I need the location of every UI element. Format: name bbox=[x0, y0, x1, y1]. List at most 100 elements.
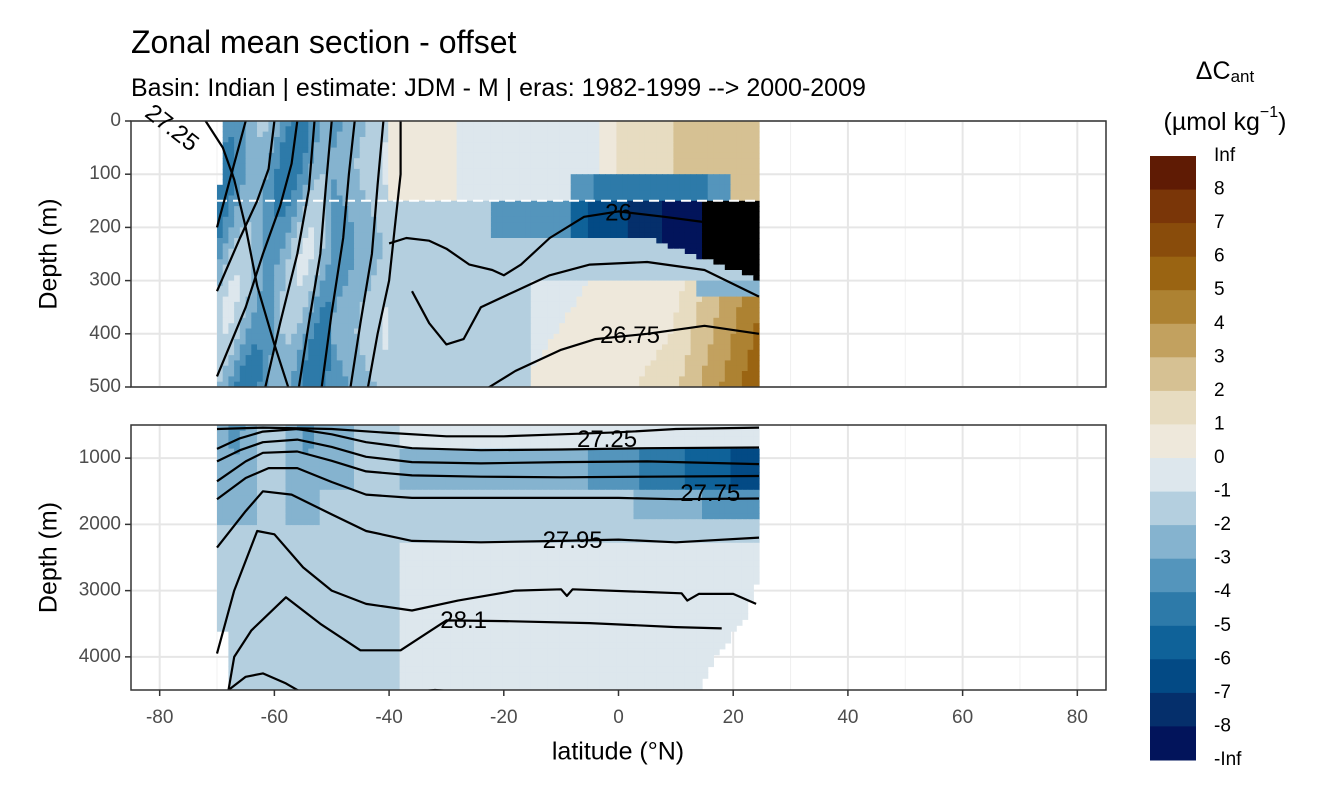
heatmap-cell bbox=[302, 360, 309, 367]
heatmap-cell bbox=[450, 275, 458, 282]
heatmap-cell bbox=[376, 259, 384, 266]
heatmap-cell bbox=[679, 200, 686, 207]
heatmap-cell bbox=[291, 328, 298, 335]
heatmap-cell bbox=[405, 317, 412, 324]
heatmap-cell bbox=[553, 355, 560, 361]
heatmap-cell bbox=[371, 200, 378, 207]
heatmap-cell bbox=[587, 147, 595, 154]
heatmap-cell bbox=[702, 131, 709, 138]
heatmap-cell bbox=[336, 328, 344, 335]
heatmap-cell bbox=[576, 296, 583, 303]
heatmap-cell bbox=[684, 206, 692, 212]
heatmap-cell bbox=[365, 243, 372, 250]
heatmap-cell bbox=[696, 333, 703, 340]
heatmap-cell bbox=[462, 360, 469, 367]
heatmap-cell bbox=[319, 195, 326, 202]
heatmap-cell bbox=[217, 333, 224, 340]
heatmap-cell bbox=[502, 174, 509, 181]
heatmap-cell bbox=[747, 328, 754, 335]
heatmap-cell bbox=[439, 195, 446, 202]
heatmap-cell bbox=[433, 179, 441, 186]
heatmap-cell bbox=[473, 126, 481, 133]
heatmap-cell bbox=[479, 158, 486, 165]
heatmap-cell bbox=[673, 328, 680, 335]
heatmap-cell bbox=[679, 280, 686, 287]
heatmap-cell bbox=[468, 147, 475, 154]
heatmap-cell bbox=[627, 248, 635, 255]
heatmap-cell bbox=[639, 349, 646, 356]
heatmap-cell bbox=[542, 270, 549, 276]
heatmap-cell bbox=[399, 280, 406, 287]
heatmap-cell bbox=[570, 179, 577, 186]
heatmap-cell bbox=[747, 307, 754, 314]
heatmap-cell bbox=[508, 254, 515, 260]
heatmap-cell bbox=[702, 296, 709, 303]
heatmap-cell bbox=[696, 126, 703, 133]
heatmap-cell bbox=[713, 184, 720, 191]
heatmap-cell bbox=[639, 365, 646, 372]
heatmap-cell bbox=[222, 137, 229, 143]
heatmap-cell bbox=[228, 333, 235, 340]
heatmap-cell bbox=[348, 222, 355, 228]
heatmap-cell bbox=[485, 360, 492, 367]
heatmap-cell bbox=[359, 264, 366, 271]
heatmap-cell bbox=[405, 147, 412, 154]
heatmap-cell bbox=[251, 142, 258, 149]
heatmap-cell bbox=[274, 158, 281, 165]
heatmap-cell bbox=[582, 355, 589, 361]
heatmap-cell bbox=[525, 365, 532, 372]
heatmap-cell bbox=[291, 291, 298, 298]
heatmap-cell bbox=[274, 184, 281, 191]
heatmap-cell bbox=[696, 360, 703, 367]
heatmap-cell bbox=[684, 339, 692, 345]
heatmap-cell bbox=[228, 275, 235, 282]
heatmap-cell bbox=[228, 344, 235, 351]
heatmap-cell bbox=[616, 121, 623, 127]
heatmap-cell bbox=[593, 248, 600, 255]
heatmap-cell bbox=[308, 360, 315, 367]
heatmap-cell bbox=[411, 200, 418, 207]
heatmap-cell bbox=[462, 142, 469, 149]
heatmap-cell bbox=[547, 349, 555, 356]
heatmap-cell bbox=[302, 158, 309, 165]
heatmap-cell bbox=[593, 168, 600, 175]
heatmap-cell bbox=[302, 430, 309, 438]
heatmap-cell bbox=[388, 275, 395, 282]
heatmap-cell bbox=[456, 174, 463, 181]
heatmap-cell bbox=[605, 371, 612, 377]
heatmap-cell bbox=[702, 190, 709, 197]
heatmap-cell bbox=[382, 206, 389, 212]
heatmap-cell bbox=[382, 270, 389, 276]
heatmap-cell bbox=[376, 174, 384, 181]
heatmap-cell bbox=[245, 232, 252, 239]
heatmap-cell bbox=[582, 126, 589, 133]
heatmap-cell bbox=[741, 270, 749, 276]
heatmap-cell bbox=[342, 323, 349, 330]
heatmap-cell bbox=[342, 381, 349, 387]
heatmap-cell bbox=[217, 381, 224, 387]
heatmap-cell bbox=[599, 126, 606, 133]
heatmap-cell bbox=[616, 216, 623, 223]
heatmap-cell bbox=[490, 121, 498, 127]
heatmap-cell bbox=[644, 360, 652, 367]
heatmap-cell bbox=[684, 147, 692, 154]
heatmap-cell bbox=[365, 296, 372, 303]
heatmap-cell bbox=[667, 291, 674, 298]
heatmap-cell bbox=[650, 222, 657, 228]
heatmap-cell bbox=[445, 126, 452, 133]
heatmap-cell bbox=[274, 323, 281, 330]
heatmap-cell bbox=[257, 216, 264, 223]
heatmap-cell bbox=[450, 168, 458, 175]
heatmap-cell bbox=[496, 227, 503, 234]
heatmap-cell bbox=[656, 355, 663, 361]
heatmap-cell bbox=[393, 333, 401, 340]
heatmap-cell bbox=[616, 355, 623, 361]
heatmap-cell bbox=[371, 206, 378, 212]
heatmap-cell bbox=[485, 168, 492, 175]
heatmap-cell bbox=[730, 344, 737, 351]
heatmap-cell bbox=[525, 333, 532, 340]
heatmap-cell bbox=[354, 174, 361, 181]
heatmap-cell bbox=[502, 243, 509, 250]
heatmap-cell bbox=[599, 131, 606, 138]
heatmap-cell bbox=[348, 248, 355, 255]
